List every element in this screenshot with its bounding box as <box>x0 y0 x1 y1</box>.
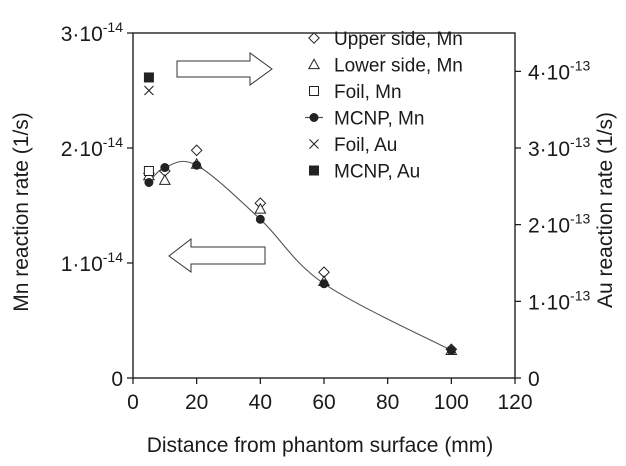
triangle-marker <box>307 58 321 70</box>
legend-marker <box>307 58 321 70</box>
data-point <box>254 202 267 214</box>
legend-label: Foil, Mn <box>334 82 402 103</box>
right-axis-ticks: 0 1·10-13 2·10-13 3·10-13 4·10-13 <box>515 57 590 391</box>
circle-marker <box>446 345 456 355</box>
data-point <box>319 279 329 289</box>
legend-label: Upper side, Mn <box>334 29 463 50</box>
right-tick-label: 0 <box>528 368 540 391</box>
square-marker <box>309 86 319 96</box>
data-point <box>190 144 203 157</box>
data-point <box>143 166 154 176</box>
x-axis-title: Distance from phantom surface (mm) <box>147 434 494 457</box>
circle-marker <box>192 160 202 170</box>
right-tick-label: 2·10-13 <box>528 211 590 238</box>
legend-marker <box>309 86 319 96</box>
legend-marker <box>309 139 319 149</box>
data-point <box>144 85 154 96</box>
circle-marker <box>319 279 329 289</box>
right-block-arrow <box>176 52 273 86</box>
right-tick-label: 4·10-13 <box>528 57 590 84</box>
legend-marker <box>308 32 320 44</box>
legend-marker <box>309 113 319 122</box>
plot-border <box>132 32 516 379</box>
axis-arrows <box>168 52 273 273</box>
data-point <box>446 345 456 355</box>
x-marker-stroke <box>144 85 154 96</box>
legend-label: MCNP, Mn <box>334 109 424 130</box>
x-axis-ticks: 0 20 40 60 80 100 120 <box>127 378 533 414</box>
left-tick-label: 1·10-14 <box>61 249 123 276</box>
legend-label: Foil, Au <box>334 135 397 156</box>
x-tick-label: 20 <box>185 391 208 414</box>
legend-label: Lower side, Mn <box>334 56 463 77</box>
diamond-marker <box>308 32 320 44</box>
data-point <box>192 160 202 170</box>
x-marker-stroke <box>309 139 319 149</box>
data-point <box>143 72 154 83</box>
x-tick-label: 60 <box>312 391 335 414</box>
right-tick-label: 3·10-13 <box>528 134 590 161</box>
left-tick-label: 0 <box>111 368 123 391</box>
filled-square-marker <box>309 165 319 176</box>
left-tick-label: 3·10-14 <box>61 19 123 46</box>
circle-marker <box>160 163 170 173</box>
legend: Upper side, Mn Lower side, Mn Foil, Mn MCNP… <box>305 29 463 183</box>
square-marker <box>143 166 154 176</box>
x-tick-label: 40 <box>249 391 272 414</box>
x-tick-label: 0 <box>127 391 139 414</box>
legend-label: MCNP, Au <box>334 162 420 183</box>
circle-marker <box>255 214 265 224</box>
x-tick-label: 100 <box>434 391 469 414</box>
x-tick-label: 80 <box>376 391 399 414</box>
triangle-marker <box>158 173 171 185</box>
left-tick-label: 2·10-14 <box>61 134 123 161</box>
diamond-marker <box>190 144 203 157</box>
left-block-arrow <box>168 237 266 273</box>
filled-square-marker <box>143 72 154 83</box>
circle-marker <box>309 113 319 122</box>
x-tick-label: 120 <box>497 391 532 414</box>
legend-marker <box>309 165 319 176</box>
right-tick-label: 1·10-13 <box>528 287 590 314</box>
left-axis-ticks: 0 1·10-14 2·10-14 3·10-14 <box>61 19 133 391</box>
data-point <box>255 214 265 224</box>
plot-frame <box>132 32 516 379</box>
data-point <box>158 173 171 185</box>
left-axis-title: Mn reaction rate (1/s) <box>10 112 33 312</box>
data-points <box>142 72 458 356</box>
data-point <box>144 178 154 187</box>
triangle-marker <box>254 202 267 214</box>
circle-marker <box>144 178 154 187</box>
data-point <box>160 163 170 173</box>
right-axis-title: Au reaction rate (1/s) <box>594 112 617 308</box>
